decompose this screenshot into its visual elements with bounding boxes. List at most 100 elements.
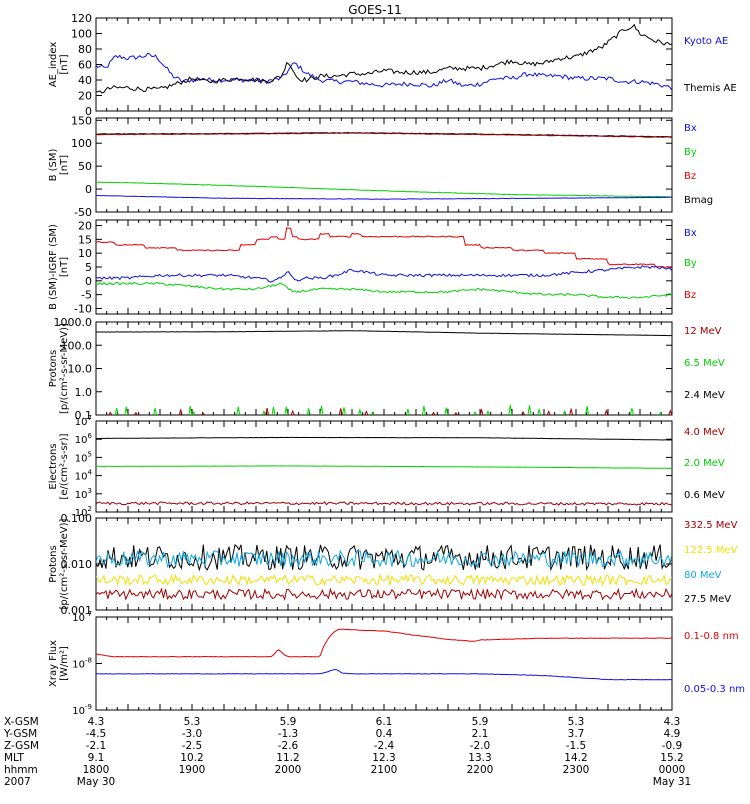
series-6-5-mev-spike [191,410,196,415]
series-12-mev-spike [569,407,574,415]
y-tick-label: 60 [78,59,92,72]
legend-entry: 2.0 MeV [684,458,725,469]
series-6-5-mev-spike [319,405,324,415]
series-4-0-mev [96,501,672,506]
series-themis-ae [96,23,672,94]
legend-entry: Kyoto AE [684,36,728,47]
ephemeris-value: 13.3 [468,752,491,764]
y-tick-label: -50 [74,206,92,219]
ephemeris-value: -2.4 [374,740,395,752]
series-6-5-mev-spike [357,407,362,415]
ephemeris-value: 1800 [83,764,110,776]
ephemeris-value: May 30 [77,776,115,788]
y-tick-label: 1.0 [75,386,93,399]
panel-5: 102 103 104 105 106 107 Electrons [e/(cm²-s-sr)… [48,414,725,519]
y-tick-label: -10 [74,302,92,315]
series-0-6-mev [96,436,672,441]
series-6-5-mev-spike [261,409,266,415]
y-tick-label: 5 [85,261,92,274]
y-tick-label: 107 [75,414,92,428]
series-2-0-mev [96,465,672,469]
ephemeris-value: 5.9 [280,716,297,728]
y-tick-label: 10 [78,247,92,260]
ephemeris-value: 0000 [659,764,686,776]
y-axis-label: B (SM) [48,148,59,181]
legend-entry: Bz [684,290,696,301]
ephemeris-value: -2.0 [470,740,491,752]
y-tick-label: 120 [71,12,92,25]
series-6-5-mev-spike [341,407,346,415]
legend-entry: Bmag [684,195,713,206]
series-6-5-mev-spike [444,407,449,415]
ephemeris-value: 6.1 [376,716,393,728]
series-bmag [96,131,672,138]
ephemeris-value: 2300 [563,764,590,776]
series-12-mev-spike [546,410,551,415]
series-6-5-mev-spike [236,406,241,415]
legend-entry: 80 MeV [684,570,722,581]
legend-entry: By [684,258,697,269]
panel-6: 0.001 0.010 0.100 Protons [p/(cm²-s-sr-MeV)]… [48,512,738,617]
ephemeris-value: 2100 [371,764,398,776]
series-6-5-mev-spike [306,408,311,415]
y-tick-label: 80 [78,43,92,56]
figure-title: GOES-11 [348,3,402,17]
y-tick-label: 100 [71,137,92,150]
series-bz [96,132,672,138]
y-axis-label: B (SM)-IGRF (SM) [48,224,59,310]
series-0-1-0-8-nm [96,628,672,658]
legend-entry: 2.4 MeV [684,390,725,401]
y-tick-label: 0.010 [61,558,93,571]
series-12-mev-spike [479,407,484,415]
ephemeris-row-label: X-GSM [4,716,39,728]
y-tick-label: 20 [78,220,92,233]
ephemeris-value: 14.2 [564,752,587,764]
legend-entry: Themis AE [683,83,737,94]
series-6-5-mev-spike [271,406,276,415]
ephemeris-value: 2200 [467,764,494,776]
series-12-mev-spike [604,409,609,415]
y-axis-label: [nT] [59,257,70,277]
ephemeris-value: 5.9 [472,716,489,728]
y-tick-label: 105 [75,450,92,464]
series-12-mev-spike [201,412,205,415]
series-6-5-mev-spike [421,405,426,415]
series-6-5-mev-spike [188,406,193,415]
y-axis-label: Electrons [48,443,59,489]
ephemeris-value: -2.5 [182,740,203,752]
ephemeris-value: 2.1 [472,728,489,740]
ephemeris-value: -2.6 [278,740,299,752]
series-6-5-mev-spike [562,410,567,415]
y-tick-label: 103 [75,487,92,501]
panel-frame [95,321,673,416]
series-6-5-mev-spike [537,407,542,415]
legend-entry: 4.0 MeV [684,427,725,438]
series-12-mev-spike [108,411,113,415]
y-tick-label: 40 [78,74,92,87]
panel-7: 10-9 10-8 10-7 Xray Flux [W/m²] 0.1-0.8 nm 0.0… [48,610,745,717]
series-6-5-mev-spike [473,411,478,415]
y-tick-label: 15 [78,233,92,246]
y-axis-label: Protons [48,545,59,582]
y-axis-label: [p/(cm²-s-sr-MeV)] [59,323,70,414]
series-12-mev-spike [290,409,295,415]
series-6-5-mev-spike [405,408,410,415]
y-tick-label: 100.0 [61,339,93,352]
ephemeris-value: 12.3 [372,752,395,764]
series-6-5-mev-spike [153,407,158,415]
ephemeris-row-label: MLT [4,752,24,764]
y-axis-label: AE_index [48,42,59,88]
panel-2: -50 0 50 100 150 B (SM) [nT] Bx By Bz Bmag [48,114,713,219]
y-tick-label: 10-9 [72,703,92,717]
ephemeris-row-label: hhmm [4,764,38,776]
y-tick-label: 20 [78,90,92,103]
ephemeris-value: 10.2 [180,752,203,764]
ephemeris-value: 5.3 [568,716,585,728]
ephemeris-value: 5.3 [184,716,201,728]
y-tick-label: 100 [71,28,92,41]
series-6-5-mev-spike [527,405,532,415]
series-bz [96,227,672,269]
y-tick-label: 0.100 [61,512,93,525]
